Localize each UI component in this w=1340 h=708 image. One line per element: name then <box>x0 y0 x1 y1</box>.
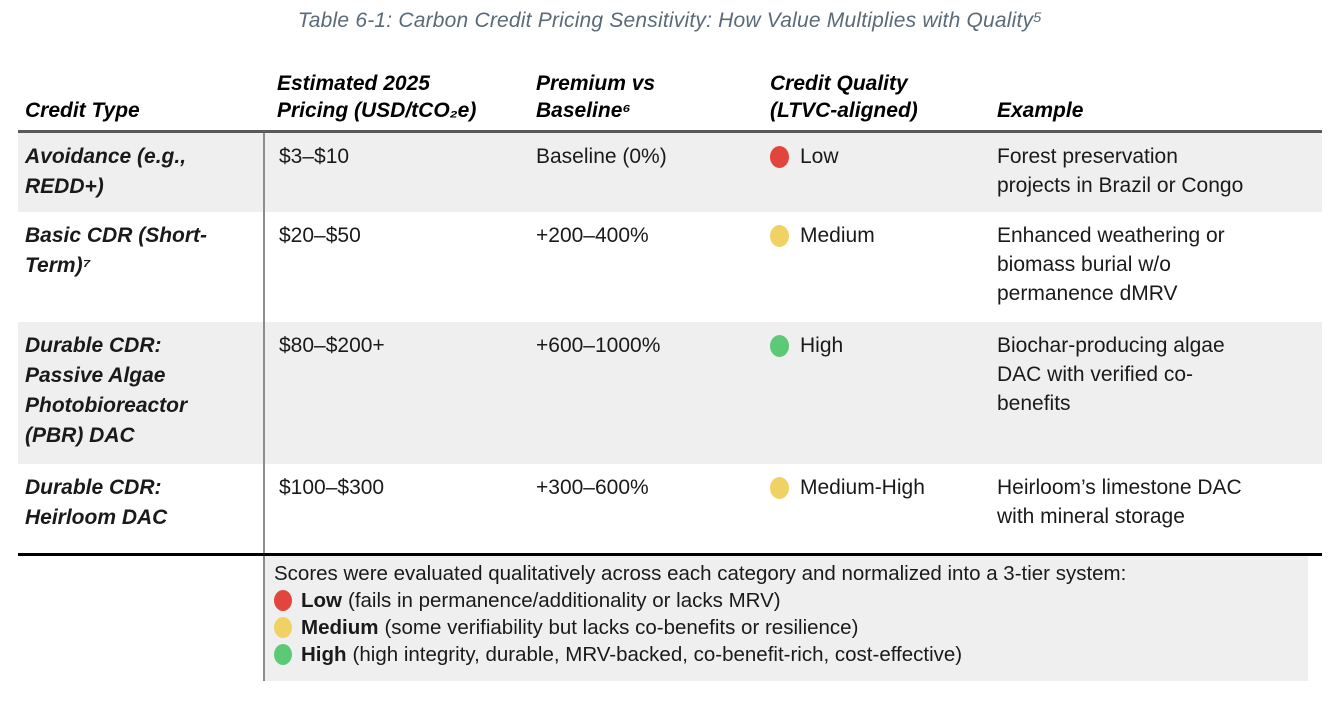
legend-intro: Scores were evaluated qualitatively acro… <box>274 562 1127 585</box>
cell-pricing: $80–$200+ <box>263 322 521 464</box>
cell-credit-type: Basic CDR (Short- Term)⁷ <box>25 224 208 277</box>
cell-premium: +600–1000% <box>536 334 661 357</box>
high-dot-icon <box>274 644 292 665</box>
table-row: Durable CDR: Heirloom DAC $100–$300 +300… <box>18 464 1322 553</box>
pricing-sensitivity-table: Credit Type Estimated 2025 Pricing (USD/… <box>18 50 1322 681</box>
cell-premium: +300–600% <box>536 476 649 499</box>
quality-dot-icon <box>770 335 789 357</box>
table-legend-row: Scores were evaluated qualitatively acro… <box>18 553 1322 681</box>
legend-tier-low: Low (fails in permanence/additionality or… <box>274 587 1298 614</box>
quality-label: High <box>800 334 844 357</box>
table-row: Durable CDR: Passive Algae Photobioreact… <box>18 322 1322 464</box>
legend-tier-label: Low <box>301 589 342 612</box>
cell-premium: Baseline (0%) <box>536 145 667 168</box>
cell-credit-type: Avoidance (e.g., REDD+) <box>25 145 187 198</box>
header-quality: Credit Quality (LTVC-aligned) <box>770 72 918 122</box>
legend-tier-text: High (high integrity, durable, MRV-backed… <box>301 641 962 668</box>
quality-label: Low <box>800 145 839 168</box>
legend-tier-medium: Medium (some verifiability but lacks co-b… <box>274 614 1298 641</box>
header-example: Example <box>997 99 1084 122</box>
header-credit-type: Credit Type <box>25 99 140 122</box>
cell-example: Enhanced weathering or biomass burial w/… <box>997 224 1225 305</box>
legend-tier-desc: (some verifiability but lacks co-benefit… <box>384 616 859 639</box>
legend-tier-label: Medium <box>301 616 379 639</box>
quality-label: Medium-High <box>800 476 925 499</box>
cell-pricing: $20–$50 <box>263 212 521 322</box>
cell-example: Heirloom’s limestone DAC with mineral st… <box>997 476 1242 528</box>
medium-dot-icon <box>274 617 292 638</box>
header-premium: Premium vs Baseline⁶ <box>536 72 656 122</box>
cell-credit-type: Durable CDR: Heirloom DAC <box>25 476 168 529</box>
cell-quality: Medium <box>755 212 986 322</box>
legend-spacer <box>18 556 263 681</box>
cell-quality: Low <box>755 133 986 212</box>
cell-credit-type: Durable CDR: Passive Algae Photobioreact… <box>25 334 188 447</box>
legend-tier-desc: (fails in permanence/additionality or la… <box>348 589 781 612</box>
cell-example: Biochar-producing algae DAC with verifie… <box>997 334 1225 415</box>
cell-quality: High <box>755 322 986 464</box>
legend-tier-text: Medium (some verifiability but lacks co-b… <box>301 614 858 641</box>
cell-pricing: $100–$300 <box>263 464 521 553</box>
legend-tier-desc: (high integrity, durable, MRV-backed, co… <box>352 643 963 666</box>
quality-dot-icon <box>770 225 789 247</box>
legend-tier-high: High (high integrity, durable, MRV-backed… <box>274 641 1298 668</box>
legend-block: Scores were evaluated qualitatively acro… <box>263 556 1308 681</box>
cell-pricing: $3–$10 <box>263 133 521 212</box>
table-title: Table 6-1: Carbon Credit Pricing Sensiti… <box>297 9 1043 32</box>
table-row: Avoidance (e.g., REDD+) $3–$10 Baseline … <box>18 133 1322 212</box>
legend-tier-label: High <box>301 643 347 666</box>
quality-label: Medium <box>800 224 875 247</box>
quality-dot-icon <box>770 477 789 499</box>
cell-premium: +200–400% <box>536 224 649 247</box>
low-dot-icon <box>274 590 292 611</box>
quality-dot-icon <box>770 146 789 168</box>
table-row: Basic CDR (Short- Term)⁷ $20–$50 +200–40… <box>18 212 1322 322</box>
header-pricing: Estimated 2025 Pricing (USD/tCO₂e) <box>277 72 477 122</box>
cell-quality: Medium-High <box>755 464 986 553</box>
legend-tier-text: Low (fails in permanence/additionality or… <box>301 587 781 614</box>
cell-example: Forest preservation projects in Brazil o… <box>997 145 1244 197</box>
table-header-row: Credit Type Estimated 2025 Pricing (USD/… <box>18 50 1322 133</box>
